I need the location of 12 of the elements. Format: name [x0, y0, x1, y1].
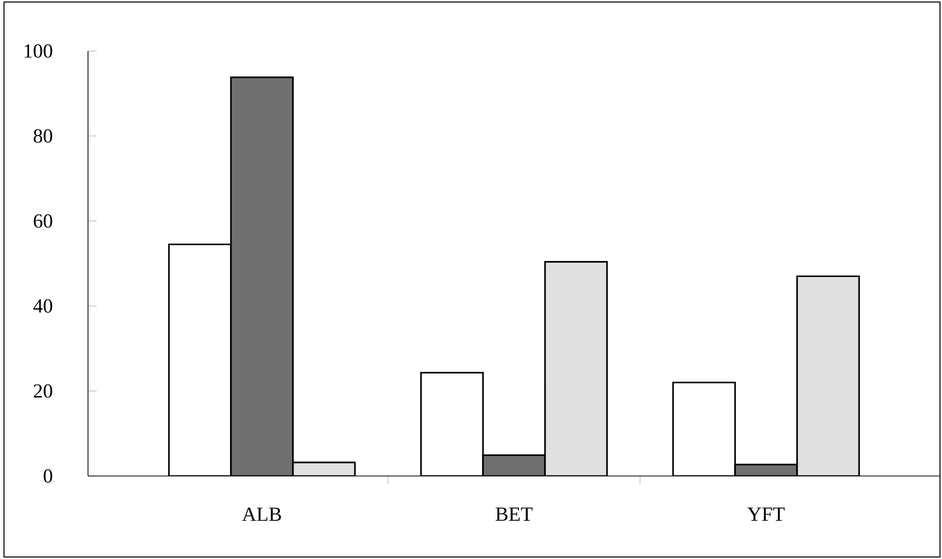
x-tick-label: BET [496, 508, 533, 521]
x-tick-label: ALB [242, 508, 281, 521]
x-tick-label: YFT [747, 508, 785, 521]
y-tick-label: 80 [34, 129, 52, 143]
y-tick-label: 100 [24, 44, 52, 58]
bar [796, 275, 860, 476]
y-tick-label: 0 [44, 469, 52, 483]
bar [544, 261, 608, 476]
y-tick-label: 20 [34, 384, 52, 398]
y-tick-label: 40 [33, 299, 52, 313]
y-tick-label: 60 [34, 214, 52, 228]
bar [230, 76, 294, 476]
